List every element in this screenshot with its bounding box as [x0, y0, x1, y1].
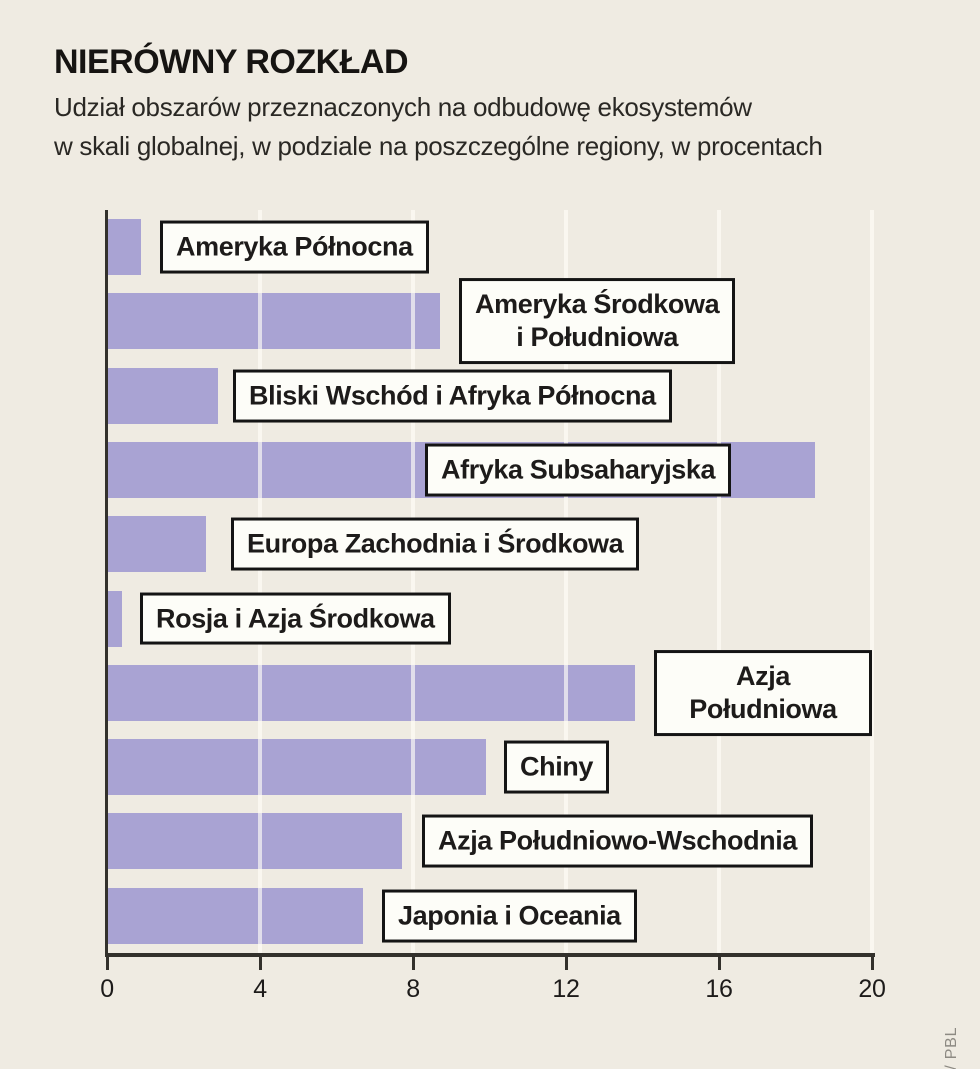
bar-row: Japonia i Oceania: [107, 879, 872, 953]
tick-label-12: 12: [552, 975, 580, 1003]
subtitle-line-1: Udział obszarów przeznaczonych na odbudo…: [54, 92, 752, 123]
tick-mark-4: [258, 957, 262, 970]
bar: [107, 367, 218, 424]
chart-subtitle: Udział obszarów przeznaczonych na odbudo…: [54, 88, 823, 166]
bar-label: Ameryka Środkowa i Południowa: [459, 278, 736, 365]
bar-row: Ameryka Środkowa i Południowa: [107, 278, 872, 365]
bar-row: Europa Zachodnia i Środkowa: [107, 507, 872, 581]
gridline-12: [564, 210, 568, 953]
y-axis-line: [105, 210, 108, 957]
bar-label: Azja Południowo-Wschodnia: [422, 814, 813, 868]
bar-row: Azja Południowa: [107, 649, 872, 736]
chart-header: NIERÓWNY ROZKŁAD Udział obszarów przezna…: [54, 43, 823, 166]
tick-mark-8: [411, 957, 415, 970]
chart-title: NIERÓWNY ROZKŁAD: [54, 43, 409, 81]
bar-label: Europa Zachodnia i Środkowa: [231, 517, 640, 571]
subtitle-line-2: w skali globalnej, w podziale na poszcze…: [54, 131, 823, 162]
bar-label: Chiny: [504, 740, 610, 794]
bar: [107, 739, 486, 796]
bar-row: Ameryka Północna: [107, 210, 872, 284]
bar-label: Bliski Wschód i Afryka Północna: [233, 369, 672, 423]
tick-mark-16: [717, 957, 721, 970]
tick-label-16: 16: [705, 975, 733, 1003]
tick-mark-20: [870, 957, 874, 970]
gridline-4: [258, 210, 262, 953]
bar-label: Azja Południowa: [654, 649, 872, 736]
tick-label-20: 20: [858, 975, 886, 1003]
gridline-20: [870, 210, 874, 953]
bar: [107, 219, 142, 275]
bar: [107, 813, 402, 870]
bar-label: Rosja i Azja Środkowa: [140, 592, 451, 645]
bar-row: Chiny: [107, 730, 872, 804]
gridline-16: [717, 210, 721, 953]
tick-mark-0: [105, 957, 109, 970]
bar: [107, 293, 440, 350]
bar: [107, 887, 364, 944]
gridline-8: [411, 210, 415, 953]
bar-row: Bliski Wschód i Afryka Północna: [107, 359, 872, 433]
tick-mark-12: [564, 957, 568, 970]
tick-label-4: 4: [253, 975, 267, 1003]
tick-label-8: 8: [406, 975, 420, 1003]
bar: [107, 664, 635, 721]
bar-row: Azja Południowo-Wschodnia: [107, 804, 872, 878]
tick-label-0: 0: [100, 975, 114, 1003]
bar-row: Afryka Subsaharyjska: [107, 433, 872, 507]
x-axis-line: [105, 953, 875, 957]
bar: [107, 590, 123, 647]
plot-area: Ameryka Północna Ameryka Środkowa i Połud…: [100, 210, 886, 1003]
attribution-text: SOIL ATLAS 2024 / PBL: [943, 1027, 961, 1069]
bar-label: Ameryka Północna: [160, 220, 429, 274]
bar: [107, 516, 207, 573]
bar-label: Afryka Subsaharyjska: [425, 443, 732, 497]
attribution: cc SOIL ATLAS 2024 / PBL: [941, 1027, 963, 1069]
bar-label: Japonia i Oceania: [382, 889, 637, 943]
bar-row: Rosja i Azja Środkowa: [107, 582, 872, 656]
